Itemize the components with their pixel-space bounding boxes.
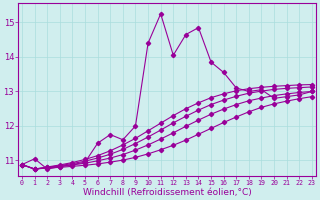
X-axis label: Windchill (Refroidissement éolien,°C): Windchill (Refroidissement éolien,°C) [83, 188, 251, 197]
